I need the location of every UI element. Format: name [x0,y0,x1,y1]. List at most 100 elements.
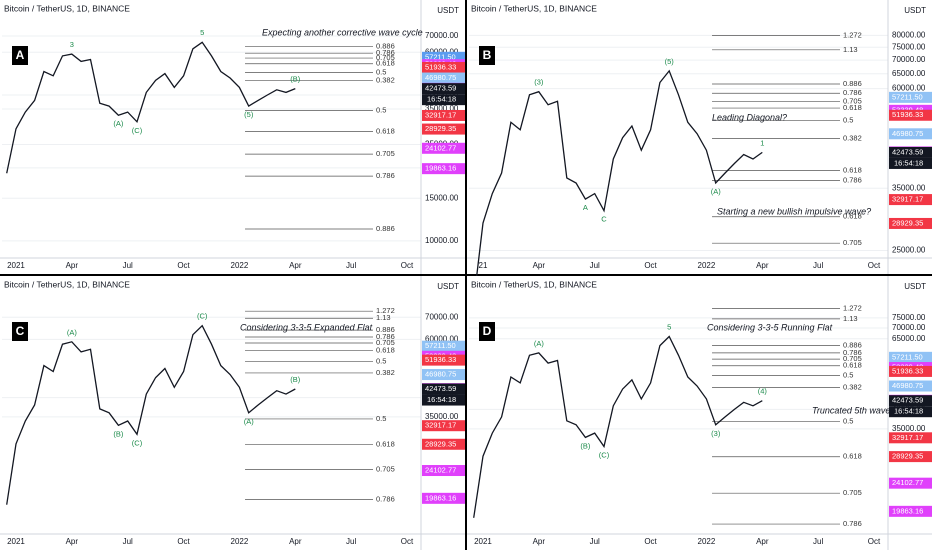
price-tag [422,369,465,381]
x-tick-label: Jul [123,537,133,546]
price-tag-label: 42473.59 [892,147,923,156]
fib-ratio: 1.13 [376,313,391,322]
price-tag [422,109,465,121]
price-tag-label: 32917.17 [425,110,456,119]
fib-ratio: 0.5 [376,68,386,77]
y-tick-label: 70000.00 [425,312,459,321]
x-tick-label: Oct [401,261,414,270]
price-tag-label: 51936.33 [892,110,923,119]
fib-ratio: 0.382 [376,368,395,377]
price-line [6,41,296,174]
wave-label: (A) [711,187,722,196]
annotation: Expecting another corrective wave cycle [262,27,423,37]
chart-title: Bitcoin / TetherUS, 1D, BINANCE [471,3,597,13]
annotation: Starting a new bullish impulsive wave? [717,206,871,216]
panel-letter: C [16,324,25,338]
fib-ratio: 0.705 [376,338,395,347]
y-tick-label: 65000.00 [892,69,926,78]
fib-ratio: 0.705 [843,354,862,363]
price-tag [422,354,465,366]
wave-label: (B) [580,441,591,450]
panel-letter-box [479,46,495,65]
fib-ratio: 0.886 [843,79,862,88]
chart-title: Bitcoin / TetherUS, 1D, BINANCE [471,279,597,289]
fib-ratio: 0.618 [376,346,395,355]
y-tick-label: 35000.00 [425,104,459,113]
panel-letter: B [483,48,492,62]
wave-label: (A) [534,339,545,348]
y-tick-label: 70000.00 [892,55,926,64]
chart-panel: 25000.00 35000.00 60000.00 65000.00 70000.00… [467,0,932,302]
fib-ratio: 0.618 [376,439,395,448]
y-tick-label: 80000.00 [892,30,926,39]
wave-label: 5 [200,28,204,37]
price-tag-label: 19863.16 [425,164,456,173]
x-tick-label: 2021 [474,537,492,546]
price-tag [422,420,465,432]
unit-label: USDT [904,282,926,291]
price-tag-label: 28929.35 [425,439,456,448]
price-tag [889,109,932,121]
price-tag-label: 57211.50 [892,352,923,361]
timer: 16:54:18 [894,158,923,167]
chart-panel: 10000.0015000.0020000.0025000.0035000.00… [0,0,465,274]
price-tag [422,340,465,352]
timer-box [889,406,932,418]
fib-ratio: 0.5 [843,370,853,379]
price-line [473,69,763,302]
price-tag [889,91,932,103]
panel-letter-box [12,322,28,341]
price-tag-label: 51936.33 [892,366,923,375]
x-tick-label: Oct [644,537,657,546]
x-tick-label: 2022 [698,537,716,546]
price-tag-label: 51936.33 [425,355,456,364]
y-tick-label: 65000.00 [892,334,926,343]
fib-ratio: 0.382 [843,382,862,391]
panel-background [0,276,465,550]
price-tag-label: 24102.77 [892,478,923,487]
x-tick-label: Jul [590,261,600,270]
annotation: Leading Diagonal? [712,112,787,122]
price-tag [889,380,932,392]
fib-ratio: 0.886 [376,325,395,334]
price-tag [889,351,932,363]
fib-ratio: 1.272 [843,304,862,313]
fib-ratio: 0.5 [376,356,386,365]
price-tag [889,128,932,140]
annotation: Considering 3-3-5 Running Flat [707,322,833,332]
wave-label: (B) [113,429,124,438]
x-tick-label: 2022 [698,261,716,270]
fib-ratio: 0.705 [843,488,862,497]
y-tick-label: 75000.00 [892,42,926,51]
chart-title: Bitcoin / TetherUS, 1D, BINANCE [4,279,130,289]
price-tag [422,492,465,504]
fib-ratio: 1.13 [843,314,858,323]
x-tick-label: Apr [66,261,79,270]
fib-ratio: 0.786 [843,519,862,528]
x-tick-label: 21 [479,261,488,270]
fib-ratio: 0.786 [376,495,395,504]
price-tag [422,51,465,63]
x-tick-label: Jul [346,261,356,270]
y-tick-label: 35000.00 [892,424,926,433]
chart-panel: 35000.0040000.0065000.0070000.0075000.00… [467,276,932,550]
price-tag-label: 28929.35 [892,452,923,461]
fib-ratio: 0.382 [376,76,395,85]
wave-label: (B) [290,75,301,84]
unit-label: USDT [437,282,459,291]
x-tick-label: Jul [346,537,356,546]
wave-label: C [601,215,607,224]
fib-ratio: 0.786 [843,348,862,357]
price-tag-label: 42473.59 [892,396,923,405]
fib-ratio: 1.272 [376,306,395,315]
fib-ratio: 0.618 [843,452,862,461]
panel-background [0,0,465,274]
price-tag [422,438,465,450]
price-tag [422,163,465,175]
price-tag [889,194,932,206]
wave-label: (A) [113,119,124,128]
fib-ratio: 0.786 [843,88,862,97]
fib-ratio: 0.705 [843,238,862,247]
fib-ratio: 0.786 [376,332,395,341]
y-tick-label: 60000.00 [892,84,926,93]
